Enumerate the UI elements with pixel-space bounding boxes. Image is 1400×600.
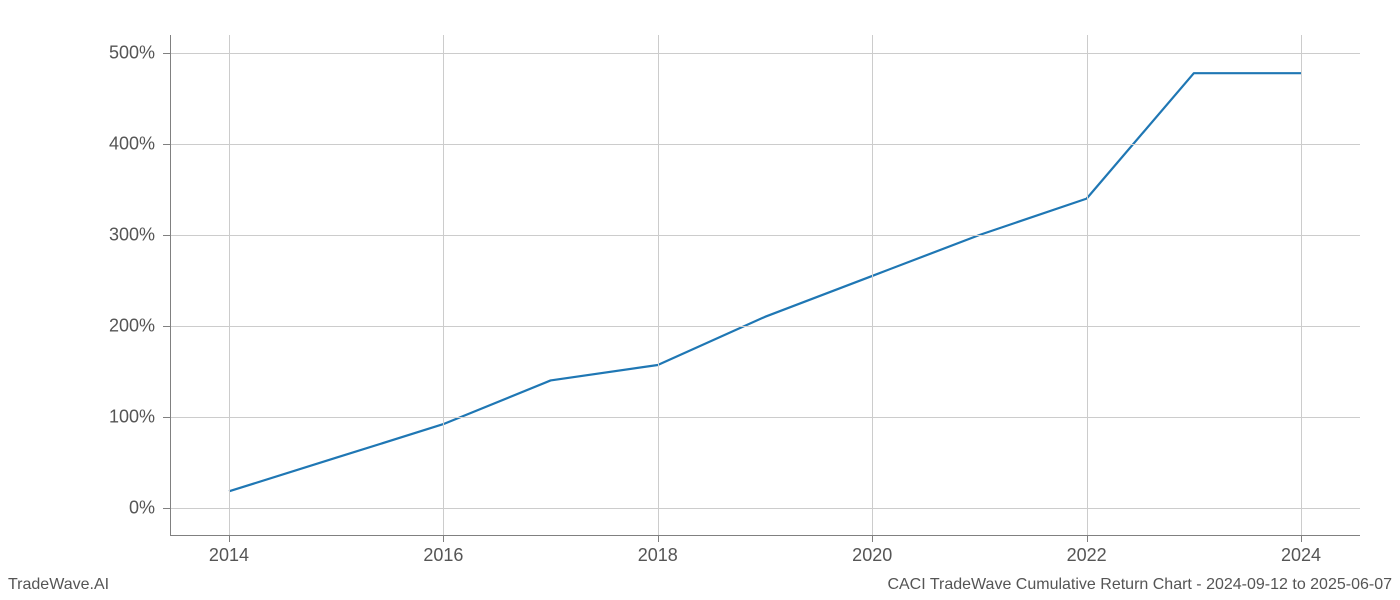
- y-tick-mark: [163, 508, 170, 509]
- x-tick-mark: [443, 535, 444, 542]
- grid-line-vertical: [1087, 35, 1088, 535]
- grid-line-vertical: [1301, 35, 1302, 535]
- grid-line-horizontal: [170, 508, 1360, 509]
- grid-line-vertical: [443, 35, 444, 535]
- y-tick-mark: [163, 326, 170, 327]
- y-axis-tick-label: 500%: [95, 43, 155, 64]
- x-axis-tick-label: 2024: [1281, 545, 1321, 566]
- grid-line-horizontal: [170, 53, 1360, 54]
- y-axis-tick-label: 200%: [95, 315, 155, 336]
- x-tick-mark: [229, 535, 230, 542]
- grid-line-vertical: [872, 35, 873, 535]
- y-tick-mark: [163, 53, 170, 54]
- x-axis-tick-label: 2016: [423, 545, 463, 566]
- y-axis-tick-label: 300%: [95, 225, 155, 246]
- x-axis-tick-label: 2022: [1067, 545, 1107, 566]
- y-tick-mark: [163, 235, 170, 236]
- line-chart-svg: [170, 35, 1360, 535]
- y-axis-tick-label: 400%: [95, 134, 155, 155]
- y-axis-tick-label: 100%: [95, 406, 155, 427]
- grid-line-horizontal: [170, 235, 1360, 236]
- y-axis-spine: [170, 35, 171, 535]
- footer-left-label: TradeWave.AI: [8, 576, 109, 594]
- x-tick-mark: [1301, 535, 1302, 542]
- chart-container: TradeWave.AI CACI TradeWave Cumulative R…: [0, 0, 1400, 600]
- grid-line-horizontal: [170, 326, 1360, 327]
- x-axis-tick-label: 2020: [852, 545, 892, 566]
- x-axis-tick-label: 2014: [209, 545, 249, 566]
- x-tick-mark: [1087, 535, 1088, 542]
- grid-line-vertical: [229, 35, 230, 535]
- grid-line-horizontal: [170, 144, 1360, 145]
- x-axis-spine: [170, 535, 1360, 536]
- grid-line-horizontal: [170, 417, 1360, 418]
- y-tick-mark: [163, 144, 170, 145]
- y-axis-tick-label: 0%: [95, 497, 155, 518]
- x-axis-tick-label: 2018: [638, 545, 678, 566]
- footer-right-label: CACI TradeWave Cumulative Return Chart -…: [887, 576, 1392, 594]
- y-tick-mark: [163, 417, 170, 418]
- x-tick-mark: [658, 535, 659, 542]
- x-tick-mark: [872, 535, 873, 542]
- grid-line-vertical: [658, 35, 659, 535]
- plot-area: [170, 35, 1360, 535]
- return-line-series: [229, 73, 1301, 491]
